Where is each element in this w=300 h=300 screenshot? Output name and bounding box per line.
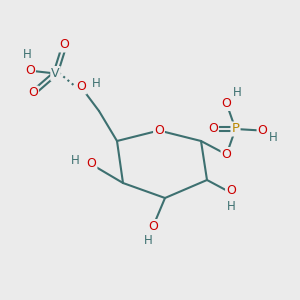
Text: O: O [208, 122, 218, 136]
Text: O: O [60, 38, 69, 52]
Text: H: H [22, 48, 32, 62]
Text: O: O [258, 124, 267, 137]
Text: O: O [76, 80, 86, 94]
Text: H: H [144, 234, 153, 248]
Text: H: H [70, 154, 80, 167]
Text: V: V [51, 67, 60, 80]
Text: O: O [87, 157, 96, 170]
Text: H: H [232, 85, 242, 99]
Text: O: O [226, 184, 236, 197]
Text: O: O [25, 64, 35, 77]
Text: O: O [222, 148, 231, 161]
Text: H: H [269, 130, 278, 144]
Text: H: H [92, 77, 101, 90]
Text: H: H [226, 200, 236, 213]
Text: P: P [232, 122, 239, 136]
Text: O: O [222, 97, 231, 110]
Text: O: O [28, 86, 38, 100]
Text: O: O [154, 124, 164, 137]
Text: O: O [148, 220, 158, 233]
